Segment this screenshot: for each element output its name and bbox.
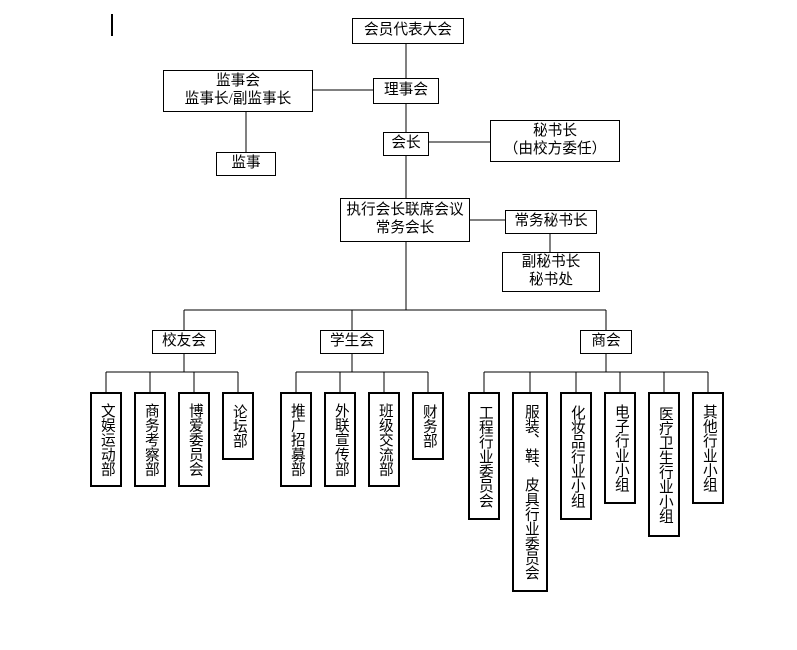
node-n19: 班级交流部 xyxy=(368,392,400,487)
node-n23: 化妆品行业小组 xyxy=(560,392,592,520)
node-n10: 校友会 xyxy=(152,330,216,354)
node-n12: 商会 xyxy=(580,330,632,354)
node-n20: 财务部 xyxy=(412,392,444,460)
node-n5: 会长 xyxy=(383,132,429,156)
node-n1: 会员代表大会 xyxy=(352,18,464,44)
node-n26: 其他行业小组 xyxy=(692,392,724,504)
node-n24: 电子行业小组 xyxy=(604,392,636,504)
node-n18: 外联宣传部 xyxy=(324,392,356,487)
node-n14: 商务考察部 xyxy=(134,392,166,487)
node-n13: 文娱运动部 xyxy=(90,392,122,487)
node-n21: 工程行业委员会 xyxy=(468,392,500,520)
node-n25: 医疗卫生行业小组 xyxy=(648,392,680,537)
node-n3: 理事会 xyxy=(373,78,439,104)
node-n9: 副秘书长 秘书处 xyxy=(502,252,600,292)
text-cursor-mark xyxy=(111,14,113,36)
node-n17: 推广招募部 xyxy=(280,392,312,487)
node-n22: 服装、鞋、皮具行业委员会 xyxy=(512,392,548,592)
node-n2: 监事会 监事长/副监事长 xyxy=(163,70,313,112)
node-n4: 监事 xyxy=(216,152,276,176)
node-n7: 执行会长联席会议 常务会长 xyxy=(340,198,470,242)
node-n15: 博爱委员会 xyxy=(178,392,210,487)
node-n8: 常务秘书长 xyxy=(505,210,597,234)
node-n11: 学生会 xyxy=(320,330,384,354)
node-n16: 论坛部 xyxy=(222,392,254,460)
node-n6: 秘书长 （由校方委任） xyxy=(490,120,620,162)
org-chart-canvas: 会员代表大会监事会 监事长/副监事长 理事会监事 会长 秘书长 （由校方委任） 执行会长… xyxy=(0,0,797,650)
